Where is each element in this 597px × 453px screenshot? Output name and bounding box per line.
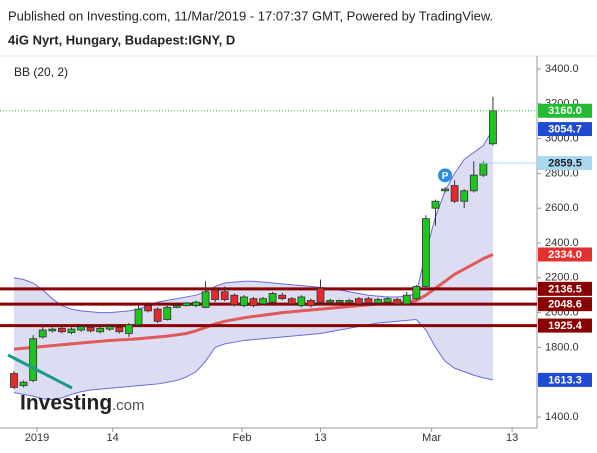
candle-body	[249, 298, 258, 307]
price-label: 3160.0	[548, 105, 582, 117]
candle-body	[67, 328, 76, 334]
candle-body	[383, 298, 392, 303]
level-label: 1925.4	[548, 320, 583, 332]
level-label-box	[538, 297, 592, 312]
candle-body	[335, 300, 344, 303]
candle-body	[125, 324, 133, 334]
price-label: 3054.7	[548, 123, 582, 135]
x-tick-label: 13	[314, 432, 326, 444]
marker-badge	[438, 168, 453, 183]
candle-body	[374, 299, 382, 304]
candle-body	[77, 326, 85, 331]
candle-body	[268, 293, 277, 303]
candle-body	[211, 289, 220, 300]
candle-body	[96, 327, 105, 333]
candle-body	[10, 373, 18, 388]
candle-body	[192, 301, 200, 307]
y-tick-label: 2600.0	[545, 202, 579, 214]
candle-body	[134, 308, 143, 326]
logo: Investing	[20, 392, 112, 415]
candle-body	[345, 300, 354, 303]
candle-body	[431, 200, 440, 209]
candle-body	[402, 294, 411, 305]
level-label: 2136.5	[548, 283, 582, 295]
candle-body	[29, 338, 38, 381]
candle-body	[38, 329, 47, 338]
level-label-box	[538, 318, 592, 333]
y-tick-label: 2800.0	[545, 167, 579, 179]
candle-body	[469, 174, 478, 192]
price-label: 2334.0	[548, 249, 582, 261]
trend-line	[7, 353, 73, 390]
candle-body	[316, 287, 325, 303]
candle-body	[57, 327, 66, 333]
candle-body	[364, 298, 373, 304]
candle-body	[48, 328, 57, 332]
candle-body	[259, 298, 267, 305]
candle-body	[278, 294, 287, 300]
candle-body	[153, 308, 162, 322]
candle-body	[393, 299, 402, 305]
candle-body	[220, 291, 229, 300]
candle-body	[201, 291, 210, 308]
level-label-box	[538, 281, 592, 296]
candle-body	[489, 110, 497, 145]
published-note: Published on Investing.com, 11/Mar/2019 …	[8, 8, 493, 23]
candle-body	[450, 185, 459, 202]
symbol-title: 4iG Nyrt, Hungary, Budapest:IGNY, D	[8, 32, 235, 47]
candle-body	[421, 218, 430, 287]
candle-body	[182, 302, 191, 307]
band-basis	[13, 253, 494, 351]
candle-body	[86, 326, 95, 332]
x-tick-label: 13	[506, 432, 518, 444]
x-tick-label: Feb	[232, 432, 251, 444]
y-tick-label: 2400.0	[545, 237, 579, 249]
candle-body	[479, 162, 488, 176]
candle-body	[460, 190, 469, 202]
price-label-box	[538, 247, 592, 262]
candle-body	[239, 296, 248, 307]
band-lower	[13, 319, 494, 401]
x-tick-label: 2019	[25, 432, 49, 444]
candle-body	[297, 296, 306, 307]
price-label-box	[538, 103, 592, 118]
candle-body	[326, 300, 335, 303]
candle-body	[19, 381, 28, 387]
candle-body	[115, 326, 124, 333]
y-tick-label: 3400.0	[545, 63, 579, 75]
level-label: 2048.6	[548, 299, 582, 311]
candle-body	[307, 300, 315, 307]
indicator-label: BB (20, 2)	[14, 65, 68, 79]
price-label-box	[538, 122, 592, 137]
y-tick-label: 2200.0	[545, 272, 579, 284]
price-label: 2859.5	[548, 157, 582, 169]
candle-body	[144, 305, 152, 312]
plot-area: 1400.01600.01800.02000.02200.02400.02600…	[0, 56, 592, 444]
x-tick-label: Mar	[422, 432, 441, 444]
marker-label: P	[442, 171, 449, 182]
price-label: 1613.3	[548, 374, 582, 386]
candle-body	[230, 294, 239, 306]
candle-body	[172, 305, 181, 308]
candle-body	[441, 188, 449, 192]
price-label-box	[538, 372, 592, 387]
candle-body	[287, 298, 296, 305]
candle-body	[354, 298, 363, 305]
x-tick-label: 14	[107, 432, 119, 444]
candle-body	[412, 286, 421, 300]
candle-body	[105, 326, 114, 330]
y-tick-label: 1400.0	[545, 411, 579, 423]
price-label-box	[538, 156, 592, 171]
logo-suffix: .com	[112, 397, 145, 414]
candle-body	[163, 306, 172, 320]
band-fill	[13, 129, 493, 400]
y-tick-label: 1800.0	[545, 341, 579, 353]
